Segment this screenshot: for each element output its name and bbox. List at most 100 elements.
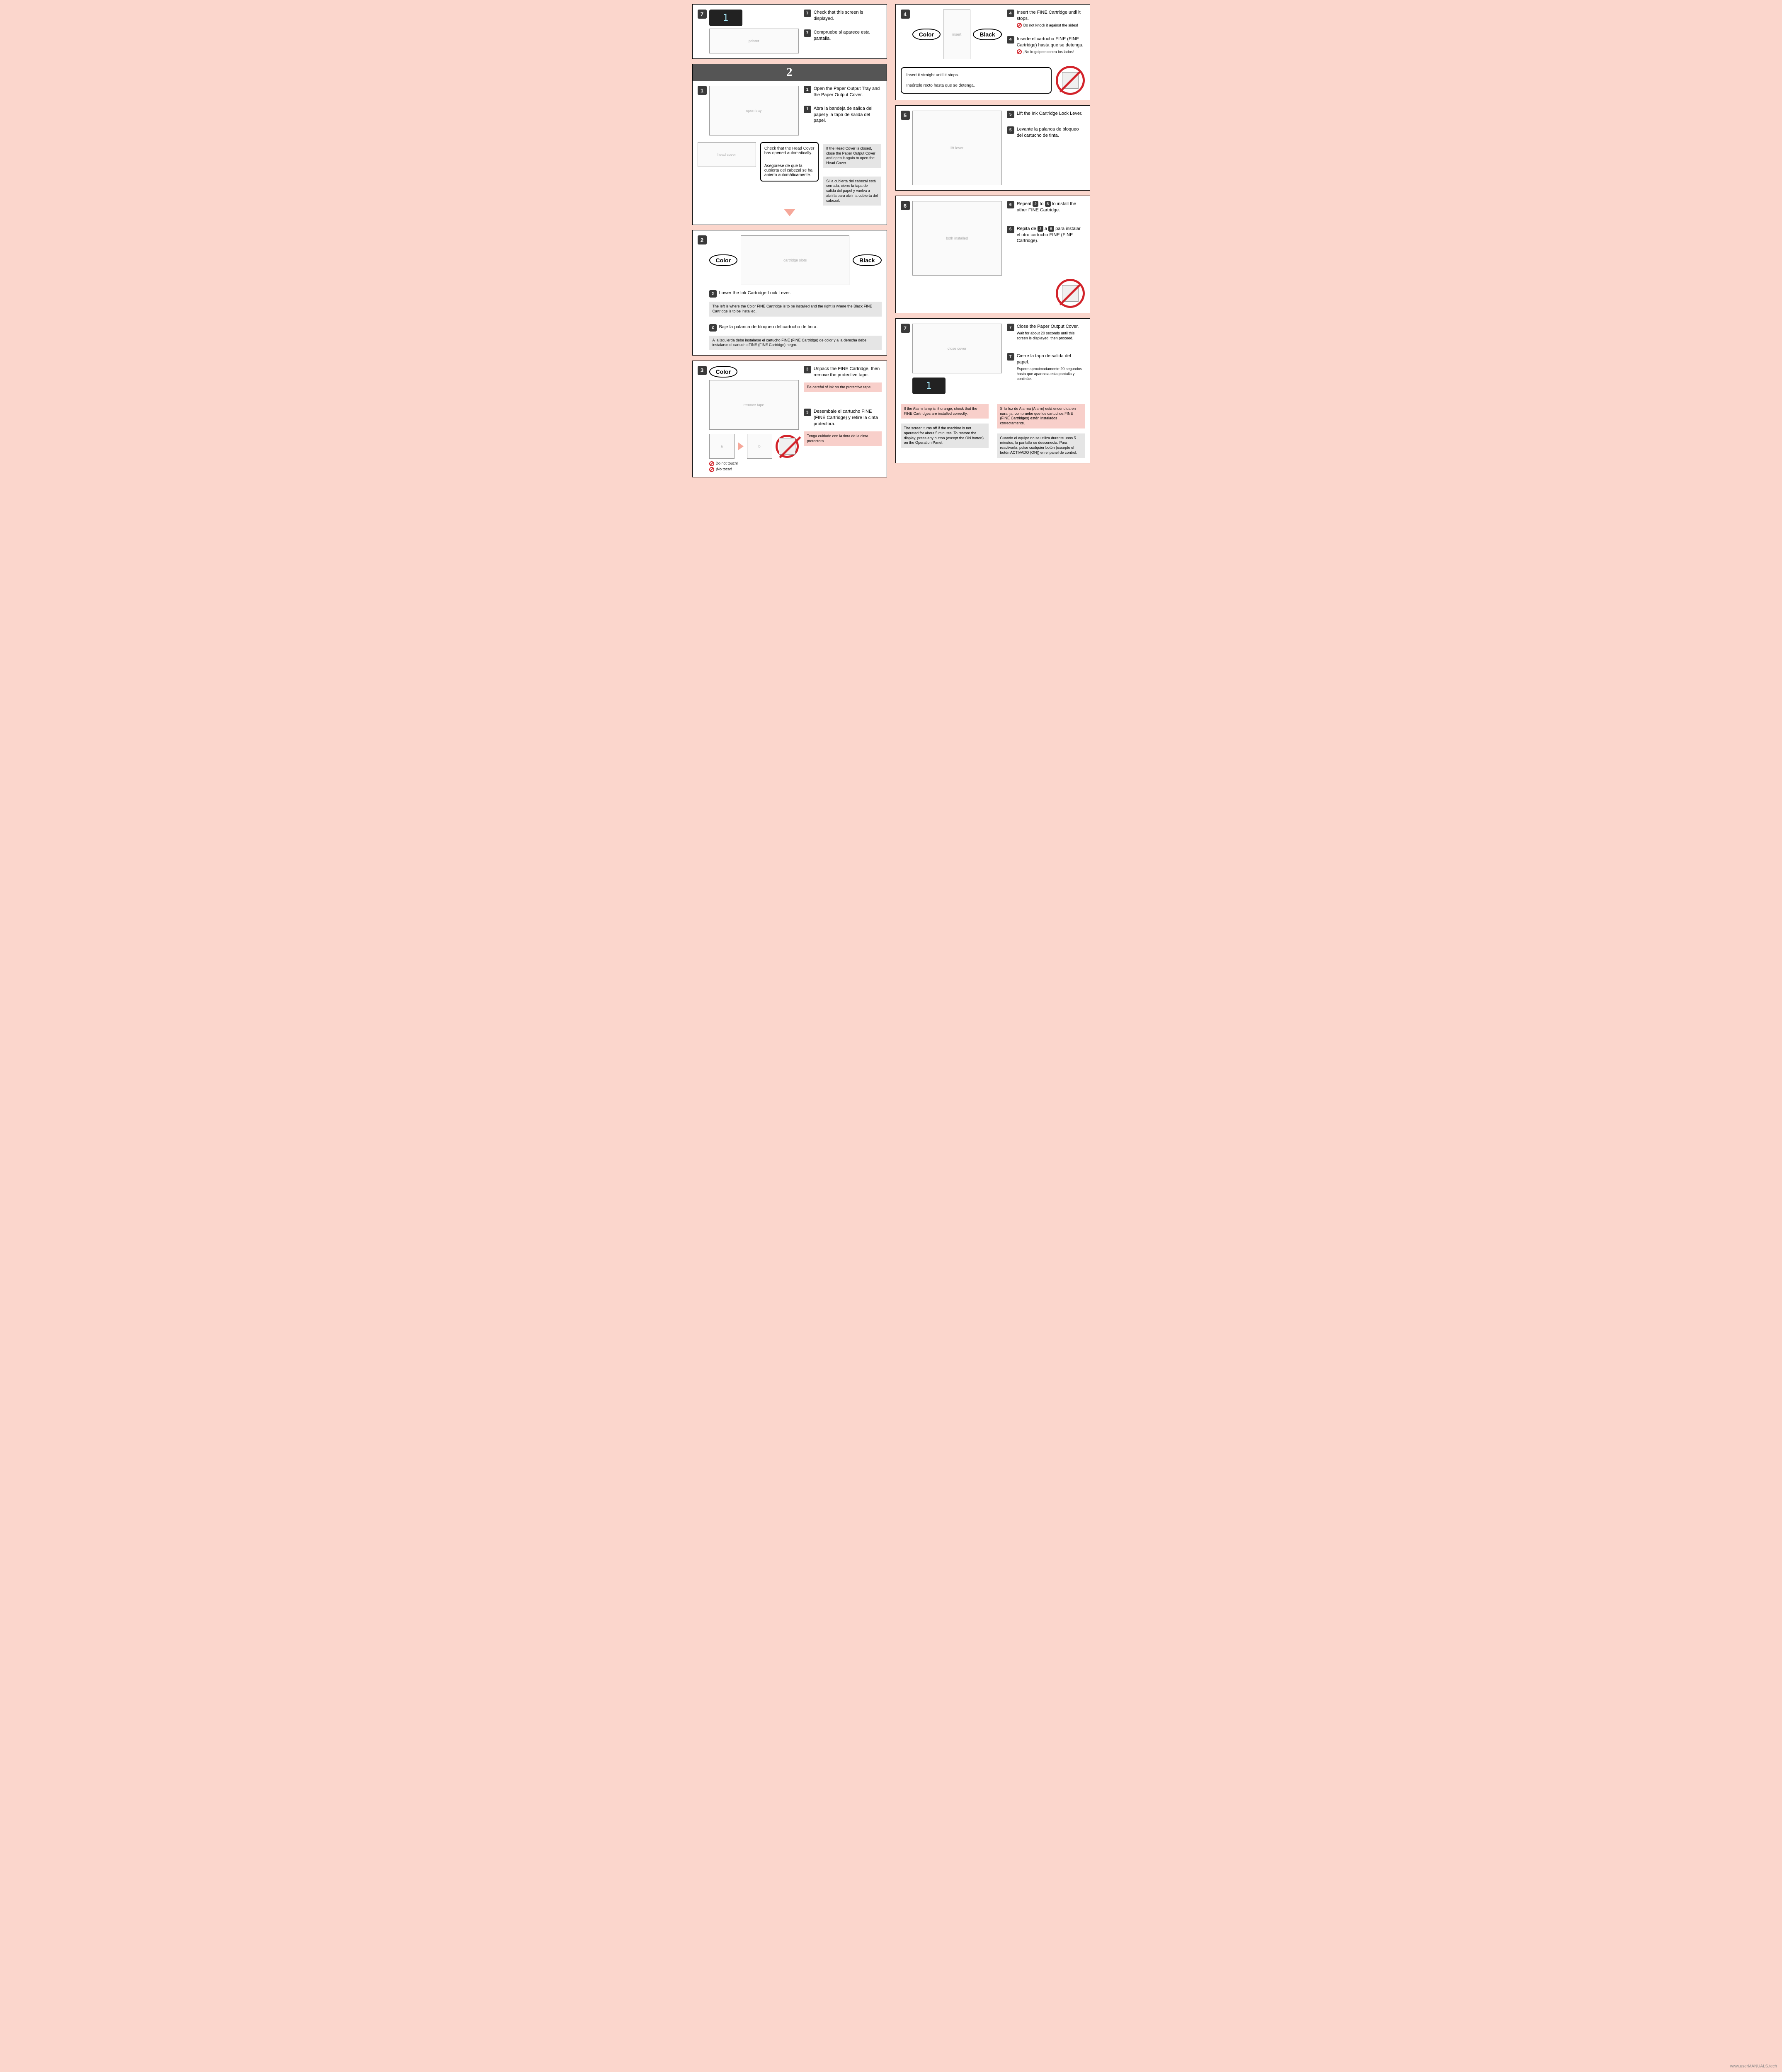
- step-badge: 1: [698, 86, 707, 95]
- instruction-es: Repita de 2 a 5 para instalar el otro ca…: [1017, 226, 1085, 244]
- close-cover-illustration: close cover: [912, 324, 1002, 373]
- step-badge: 2: [709, 324, 717, 332]
- instruction-en: Open the Paper Output Tray and the Paper…: [814, 86, 882, 98]
- instruction-en: Lift the Ink Cartridge Lock Lever.: [1017, 111, 1085, 118]
- warn-en: Be careful of ink on the protective tape…: [804, 382, 882, 392]
- callout-es: Insértelo recto hasta que se detenga.: [907, 82, 1046, 89]
- instruction-en: Lower the Ink Cartridge Lock Lever.: [719, 290, 882, 298]
- prohibit-icon: [1056, 279, 1085, 308]
- panel-step-5: 5 lift lever 5 Lift the Ink Cartridge Lo…: [895, 105, 1090, 191]
- cartridge-before-illustration: a: [709, 434, 735, 459]
- step-badge: 5: [901, 111, 910, 120]
- down-arrow-icon: [784, 209, 795, 216]
- instruction-es: Cierre la tapa de salida del papel.: [1017, 353, 1085, 366]
- section-header: 2: [693, 64, 887, 81]
- instruction-en: Unpack the FINE Cartridge, then remove t…: [814, 366, 882, 378]
- step-badge: 2: [709, 290, 717, 298]
- check-es: Asegúrese de que la cubierta del cabezal…: [764, 164, 815, 177]
- step-badge: 4: [901, 10, 910, 19]
- instruction-es: Baje la palanca de bloqueo del cartucho …: [719, 324, 882, 332]
- step-badge: 7: [901, 324, 910, 333]
- step-badge: 6: [1007, 226, 1014, 233]
- step-badge: 4: [1007, 10, 1014, 17]
- footer-watermark: www.userMANUALS.tech: [1730, 2064, 1777, 2069]
- color-label: Color: [912, 29, 941, 40]
- cartridge-after-illustration: b: [747, 434, 772, 459]
- step-badge: 7: [804, 29, 811, 37]
- step-badge: 5: [1007, 126, 1014, 134]
- instruction-es: Abra la bandeja de salida del papel y la…: [814, 106, 882, 124]
- color-label: Color: [709, 366, 738, 378]
- step-badge: 7: [698, 10, 707, 19]
- step-badge: 6: [1007, 201, 1014, 208]
- panel-step-6: 6 both installed 6 Repeat 2 to 5 to inst…: [895, 196, 1090, 313]
- step-badge: 6: [901, 201, 910, 210]
- instruction-en: Insert the FINE Cartridge until it stops…: [1017, 10, 1085, 22]
- head-cover-illustration: head cover: [698, 142, 756, 167]
- right-column: 4 Color insert Black 4 Insert the FINE C…: [895, 4, 1090, 477]
- step-badge: 7: [804, 10, 811, 17]
- no-touch-en: Do not touch!: [716, 461, 738, 465]
- left-column: 7 1 printer 7 Check that this screen is …: [692, 4, 887, 477]
- note-gray-es: Si la cubierta del cabezal está cerrada,…: [823, 177, 881, 206]
- cartridge-slots-illustration: cartridge slots: [741, 235, 849, 285]
- lcd-screen: 1: [709, 10, 742, 26]
- note-es: A la izquierda debe instalarse el cartuc…: [709, 336, 882, 350]
- check-en: Check that the Head Cover has opened aut…: [764, 146, 815, 155]
- warn-es: Tenga cuidado con la tinta de la cinta p…: [804, 431, 882, 446]
- panel-step-4: 4 Color insert Black 4 Insert the FINE C…: [895, 4, 1090, 100]
- both-cartridges-illustration: both installed: [912, 201, 1002, 276]
- alarm-note-en: If the Alarm lamp is lit orange, check t…: [901, 404, 989, 419]
- prohibit-icon: [709, 467, 714, 472]
- step-badge: 3: [698, 366, 707, 375]
- alarm-note-es: Si la luz de Alarma (Alarm) está encendi…: [997, 404, 1085, 428]
- instruction-es: Desembale el cartucho FINE (FINE Cartrid…: [814, 409, 882, 427]
- printer-open-illustration: open tray: [709, 86, 799, 136]
- panel-step-2: 2 Color cartridge slots Black 2 Lower th…: [692, 230, 887, 356]
- manual-page: 7 1 printer 7 Check that this screen is …: [692, 4, 1090, 477]
- right-arrow-icon: [738, 442, 744, 450]
- section-2-wrapper: 2 1 open tray 1 Open the Paper Output Tr…: [692, 64, 887, 225]
- prohibit-icon: [1017, 49, 1022, 54]
- step-badge: 3: [804, 409, 811, 416]
- panel-step-7: 7 close cover 1 7 Close the Paper Output…: [895, 318, 1090, 463]
- note-gray-en: If the Head Cover is closed, close the P…: [823, 144, 881, 168]
- sub-es: Espere aproximadamente 20 segundos hasta…: [1017, 366, 1085, 381]
- no-touch-es: ¡No tocar!: [716, 467, 732, 471]
- instruction-es: Inserte el cartucho FINE (FINE Cartridge…: [1017, 36, 1085, 48]
- callout-box: Insert it straight until it stops. Insér…: [901, 67, 1052, 94]
- panel-step-3: 3 Color remove tape a b Do n: [692, 361, 887, 477]
- step-badge: 3: [804, 366, 811, 373]
- instruction-es: Levante la palanca de bloqueo del cartuc…: [1017, 126, 1085, 139]
- step-badge: 7: [1007, 353, 1014, 361]
- insert-cartridge-illustration: insert: [943, 10, 970, 59]
- screen-note-en: The screen turns off if the machine is n…: [901, 424, 989, 448]
- panel-top-7: 7 1 printer 7 Check that this screen is …: [692, 4, 887, 59]
- sub-en: Wait for about 20 seconds until this scr…: [1017, 331, 1085, 341]
- step-badge: 1: [804, 86, 811, 93]
- step-badge: 4: [1007, 36, 1014, 44]
- instruction-es: Compruebe si aparece esta pantalla.: [814, 29, 882, 42]
- instruction-en: Repeat 2 to 5 to install the other FINE …: [1017, 201, 1085, 213]
- step-badge: 7: [1007, 324, 1014, 331]
- step-badge: 1: [804, 106, 811, 113]
- callout-en: Insert it straight until it stops.: [907, 72, 1046, 78]
- prohibit-icon: [709, 461, 714, 466]
- warn-es: ¡No lo golpee contra los lados!: [1023, 49, 1074, 54]
- black-label: Black: [973, 29, 1001, 40]
- instruction-en: Close the Paper Output Cover.: [1017, 324, 1085, 330]
- printer-illustration: printer: [709, 29, 799, 53]
- instruction-en: Check that this screen is displayed.: [814, 10, 882, 22]
- warn-en: Do not knock it against the sides!: [1023, 23, 1078, 28]
- step-badge: 5: [1007, 111, 1014, 118]
- black-label: Black: [853, 254, 881, 266]
- unpack-illustration: remove tape: [709, 380, 799, 430]
- prohibit-icon: [1017, 23, 1022, 28]
- step-badge: 2: [698, 235, 707, 244]
- lock-lever-illustration: lift lever: [912, 111, 1002, 185]
- screen-note-es: Cuando el equipo no se utiliza durante u…: [997, 433, 1085, 458]
- lcd-screen: 1: [912, 378, 946, 394]
- color-label: Color: [709, 254, 738, 266]
- note-en: The left is where the Color FINE Cartrid…: [709, 302, 882, 316]
- prohibit-icon: [1056, 66, 1085, 95]
